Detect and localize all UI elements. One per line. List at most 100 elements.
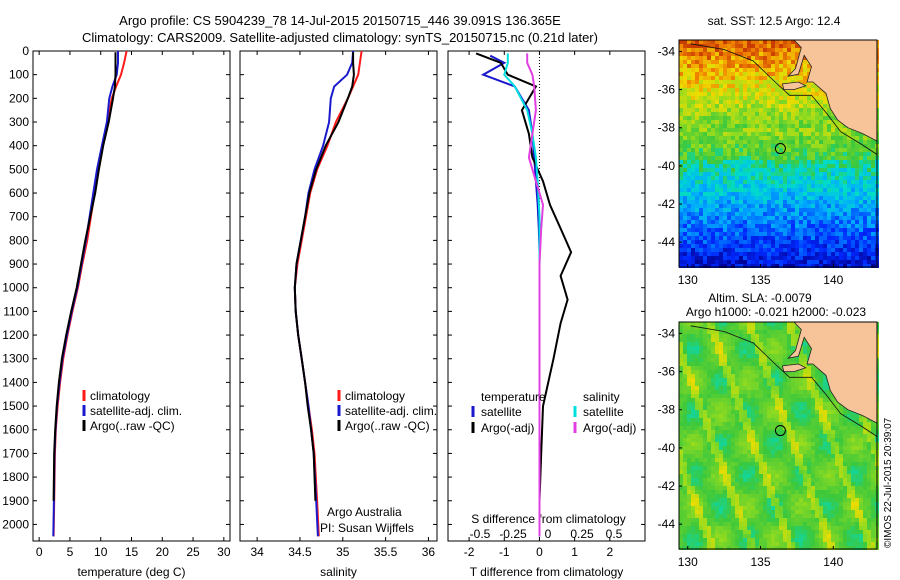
map-cell (795, 220, 799, 224)
map-cell (779, 410, 783, 414)
map-cell (751, 128, 755, 132)
map-cell (679, 342, 683, 346)
map-cell (743, 116, 747, 120)
map-cell (807, 216, 811, 220)
map-cell (763, 454, 767, 458)
map-cell (735, 48, 739, 52)
map-cell (847, 414, 851, 418)
map-cell (787, 382, 791, 386)
map-cell (735, 184, 739, 188)
map-cell (751, 204, 755, 208)
map-cell (823, 244, 827, 248)
map-cell (703, 176, 707, 180)
map-cell (867, 458, 871, 462)
map-cell (783, 212, 787, 216)
map-cell (759, 374, 763, 378)
map-cell (851, 264, 855, 268)
map-cell (763, 446, 767, 450)
map-cell (831, 140, 835, 144)
map-cell (759, 124, 763, 128)
map-cell (747, 338, 751, 342)
map-cell (727, 350, 731, 354)
map-cell (699, 116, 703, 120)
map-cell (803, 236, 807, 240)
map-cell (783, 104, 787, 108)
map-cell (823, 96, 827, 100)
map-cell (811, 148, 815, 152)
map-cell (803, 450, 807, 454)
map-cell (731, 144, 735, 148)
map-cell (855, 430, 859, 434)
map-cell (763, 342, 767, 346)
map-cell (759, 430, 763, 434)
map-cell (679, 40, 683, 44)
map-cell (711, 44, 715, 48)
map-cell (767, 88, 771, 92)
map-cell (803, 398, 807, 402)
map-cell (767, 228, 771, 232)
map-cell (715, 418, 719, 422)
map-cell (795, 160, 799, 164)
map-cell (723, 450, 727, 454)
map-cell (751, 458, 755, 462)
map-cell (823, 120, 827, 124)
map-cell (835, 136, 839, 140)
map-cell (695, 108, 699, 112)
map-cell (739, 434, 743, 438)
map-cell (739, 366, 743, 370)
map-cell (855, 208, 859, 212)
map-cell (791, 450, 795, 454)
map-cell (783, 76, 787, 80)
map-cell (695, 72, 699, 76)
map-cell (775, 232, 779, 236)
map-cell (743, 236, 747, 240)
map-cell (723, 208, 727, 212)
map-cell (715, 406, 719, 410)
map-cell (747, 240, 751, 244)
map-cell (691, 48, 695, 52)
map-cell (699, 248, 703, 252)
map-cell (855, 418, 859, 422)
map-cell (735, 326, 739, 330)
annotation-text: PI: Susan Wijffels (320, 521, 414, 535)
map-cell (771, 374, 775, 378)
map-cell (835, 442, 839, 446)
map-cell (799, 180, 803, 184)
map-cell (727, 128, 731, 132)
map-cell (739, 342, 743, 346)
map-cell (795, 264, 799, 268)
map-cell (735, 92, 739, 96)
map-cell (703, 378, 707, 382)
map-cell (831, 172, 835, 176)
map-cell (771, 438, 775, 442)
map-cell (755, 176, 759, 180)
map-cell (795, 236, 799, 240)
map-cell (699, 188, 703, 192)
map-cell (867, 204, 871, 208)
map-cell (715, 220, 719, 224)
map-cell (863, 188, 867, 192)
map-cell (771, 40, 775, 44)
map-cell (783, 334, 787, 338)
map-cell (763, 72, 767, 76)
map-cell (743, 264, 747, 268)
map-cell (795, 92, 799, 96)
map-cell (847, 188, 851, 192)
map-cell (695, 454, 699, 458)
map-cell (699, 40, 703, 44)
map-cell (807, 196, 811, 200)
map-cell (779, 92, 783, 96)
map-cell (679, 168, 683, 172)
map-cell (727, 240, 731, 244)
map-cell (755, 168, 759, 172)
map-cell (823, 248, 827, 252)
map-cell (835, 224, 839, 228)
map-cell (691, 152, 695, 156)
map-cell (679, 152, 683, 156)
map-cell (679, 196, 683, 200)
map-cell (803, 136, 807, 140)
map-cell (803, 172, 807, 176)
map-cell (707, 140, 711, 144)
map-cell (699, 370, 703, 374)
map-cell (751, 326, 755, 330)
